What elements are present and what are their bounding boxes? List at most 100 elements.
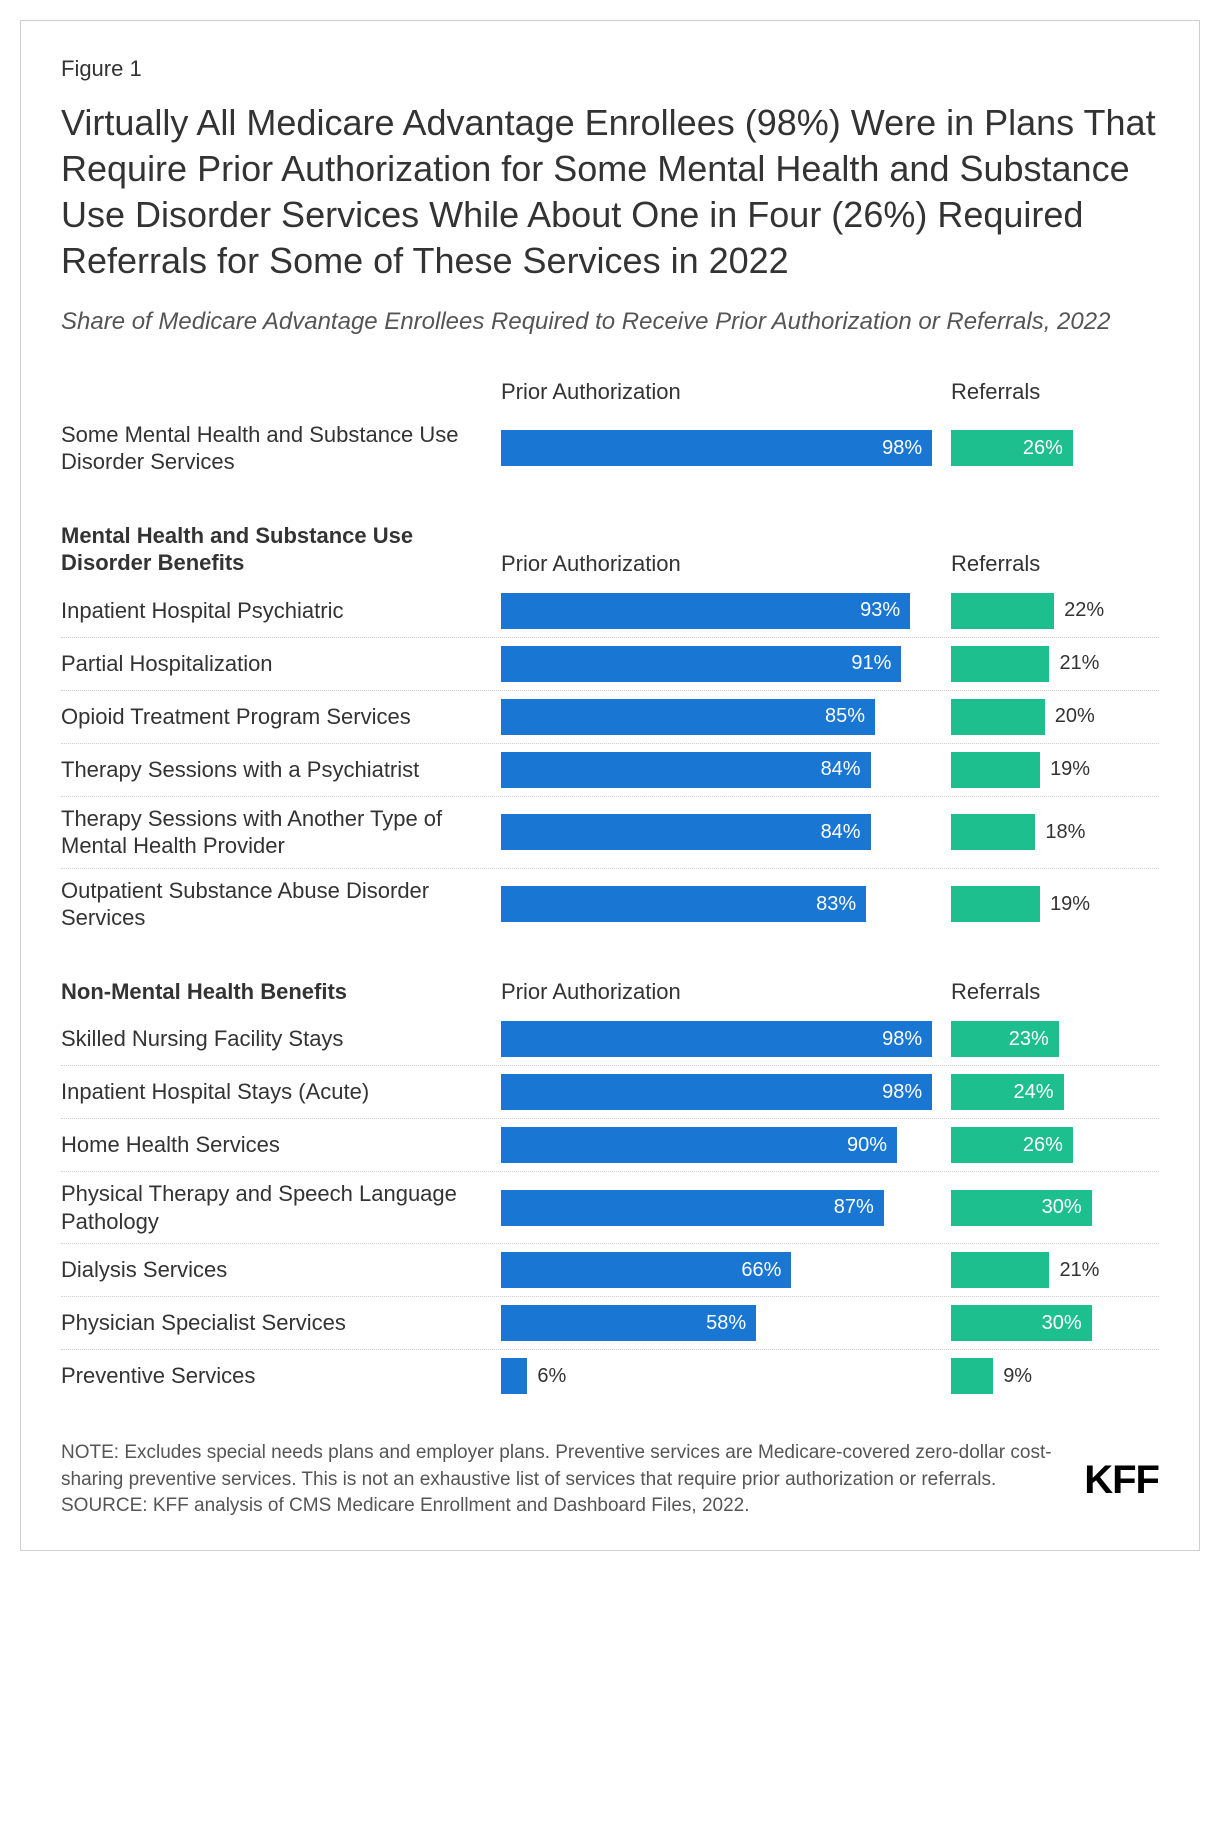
- pa-bar: 58%: [501, 1305, 756, 1341]
- ref-bar-cell: 26%: [951, 430, 1201, 466]
- chart-body: Prior AuthorizationReferrals Some Mental …: [61, 379, 1159, 1403]
- figure-label: Figure 1: [61, 56, 1159, 82]
- pa-bar-cell: 91%: [501, 646, 941, 682]
- ref-bar: [951, 593, 1054, 629]
- ref-bar-cell: 19%: [951, 752, 1201, 788]
- chart-section: Mental Health and Substance Use Disorder…: [61, 522, 1159, 940]
- row-label: Outpatient Substance Abuse Disorder Serv…: [61, 877, 491, 932]
- ref-bar-cell: 22%: [951, 593, 1201, 629]
- pa-bar-cell: 90%: [501, 1127, 941, 1163]
- data-row: Physician Specialist Services58%30%: [61, 1297, 1159, 1350]
- row-label: Skilled Nursing Facility Stays: [61, 1025, 491, 1053]
- ref-value-label: 21%: [1059, 1259, 1099, 1282]
- ref-value-label: 20%: [1055, 705, 1095, 728]
- ref-bar: 30%: [951, 1190, 1092, 1226]
- pa-bar: 85%: [501, 699, 875, 735]
- data-row: Therapy Sessions with Another Type of Me…: [61, 797, 1159, 869]
- pa-bar-cell: 84%: [501, 752, 941, 788]
- chart-section: Prior AuthorizationReferrals Some Mental …: [61, 379, 1159, 484]
- ref-bar: [951, 1252, 1049, 1288]
- data-row: Some Mental Health and Substance Use Dis…: [61, 413, 1159, 484]
- chart-section: Non-Mental Health Benefits Prior Authoriz…: [61, 978, 1159, 1403]
- data-row: Inpatient Hospital Stays (Acute) 98% 24%: [61, 1066, 1159, 1119]
- pa-bar-cell: 6%: [501, 1358, 941, 1394]
- pa-bar-cell: 66%: [501, 1252, 941, 1288]
- row-label: Therapy Sessions with a Psychiatrist: [61, 756, 491, 784]
- pa-bar: 87%: [501, 1190, 884, 1226]
- section-header-label: Mental Health and Substance Use Disorder…: [61, 522, 491, 577]
- data-row: Home Health Services 90% 26%: [61, 1119, 1159, 1172]
- pa-bar-cell: 98%: [501, 430, 941, 466]
- pa-bar: 83%: [501, 886, 866, 922]
- pa-value-label: 6%: [537, 1365, 566, 1388]
- note-text: NOTE: Excludes special needs plans and e…: [61, 1440, 1054, 1493]
- pa-bar-cell: 98%: [501, 1021, 941, 1057]
- kff-logo: KFF: [1084, 1458, 1159, 1503]
- chart-subtitle: Share of Medicare Advantage Enrollees Re…: [61, 306, 1159, 338]
- row-label: Inpatient Hospital Stays (Acute): [61, 1078, 491, 1106]
- data-row: Physical Therapy and Speech Language Pat…: [61, 1172, 1159, 1244]
- data-row: Skilled Nursing Facility Stays98%23%: [61, 1013, 1159, 1066]
- ref-bar: [951, 814, 1035, 850]
- ref-bar-cell: 30%: [951, 1190, 1201, 1226]
- row-label: Home Health Services: [61, 1131, 491, 1159]
- pa-bar-cell: 58%: [501, 1305, 941, 1341]
- column-header-pa: Prior Authorization: [501, 979, 941, 1005]
- chart-title: Virtually All Medicare Advantage Enrolle…: [61, 100, 1159, 284]
- row-label: Partial Hospitalization: [61, 650, 491, 678]
- row-label: Therapy Sessions with Another Type of Me…: [61, 805, 491, 860]
- pa-bar: 84%: [501, 752, 871, 788]
- ref-bar: [951, 646, 1049, 682]
- pa-bar: 93%: [501, 593, 910, 629]
- pa-bar-cell: 93%: [501, 593, 941, 629]
- ref-bar: [951, 752, 1040, 788]
- ref-bar-cell: 26%: [951, 1127, 1201, 1163]
- chart-container: Figure 1 Virtually All Medicare Advantag…: [20, 20, 1200, 1551]
- ref-bar: 26%: [951, 1127, 1073, 1163]
- pa-bar: 98%: [501, 430, 932, 466]
- row-label: Dialysis Services: [61, 1256, 491, 1284]
- ref-bar: 26%: [951, 430, 1073, 466]
- ref-bar-cell: 24%: [951, 1074, 1201, 1110]
- ref-value-label: 22%: [1064, 599, 1104, 622]
- footnote-text: NOTE: Excludes special needs plans and e…: [61, 1440, 1054, 1520]
- ref-value-label: 19%: [1050, 758, 1090, 781]
- pa-bar: 98%: [501, 1021, 932, 1057]
- ref-value-label: 9%: [1003, 1365, 1032, 1388]
- pa-bar-cell: 98%: [501, 1074, 941, 1110]
- ref-bar-cell: 18%: [951, 814, 1201, 850]
- ref-bar: 24%: [951, 1074, 1064, 1110]
- ref-bar-cell: 23%: [951, 1021, 1201, 1057]
- column-header-pa: Prior Authorization: [501, 379, 941, 405]
- row-label: Preventive Services: [61, 1362, 491, 1390]
- pa-bar-cell: 85%: [501, 699, 941, 735]
- pa-bar: 98%: [501, 1074, 932, 1110]
- ref-bar: [951, 1358, 993, 1394]
- ref-bar-cell: 30%: [951, 1305, 1201, 1341]
- data-row: Therapy Sessions with a Psychiatrist 84% 1…: [61, 744, 1159, 797]
- column-header-ref: Referrals: [951, 551, 1201, 577]
- pa-bar-cell: 84%: [501, 814, 941, 850]
- pa-bar: [501, 1358, 527, 1394]
- ref-bar-cell: 21%: [951, 1252, 1201, 1288]
- section-header-label: Non-Mental Health Benefits: [61, 978, 491, 1006]
- row-label: Opioid Treatment Program Services: [61, 703, 491, 731]
- data-row: Preventive Services 6% 9%: [61, 1350, 1159, 1402]
- ref-value-label: 21%: [1059, 652, 1099, 675]
- ref-bar: 30%: [951, 1305, 1092, 1341]
- pa-bar-cell: 87%: [501, 1190, 941, 1226]
- ref-bar-cell: 9%: [951, 1358, 1201, 1394]
- ref-bar-cell: 21%: [951, 646, 1201, 682]
- source-text: SOURCE: KFF analysis of CMS Medicare Enr…: [61, 1493, 1054, 1520]
- data-row: Partial Hospitalization 91% 21%: [61, 638, 1159, 691]
- column-header-ref: Referrals: [951, 379, 1201, 405]
- column-header-ref: Referrals: [951, 979, 1201, 1005]
- ref-bar: [951, 886, 1040, 922]
- data-row: Opioid Treatment Program Services 85% 20%: [61, 691, 1159, 744]
- data-row: Inpatient Hospital Psychiatric93%22%: [61, 585, 1159, 638]
- ref-bar-cell: 19%: [951, 886, 1201, 922]
- data-row: Dialysis Services 66% 21%: [61, 1244, 1159, 1297]
- section-header-row: Mental Health and Substance Use Disorder…: [61, 522, 1159, 577]
- column-header-pa: Prior Authorization: [501, 551, 941, 577]
- section-header-row: Prior AuthorizationReferrals: [61, 379, 1159, 405]
